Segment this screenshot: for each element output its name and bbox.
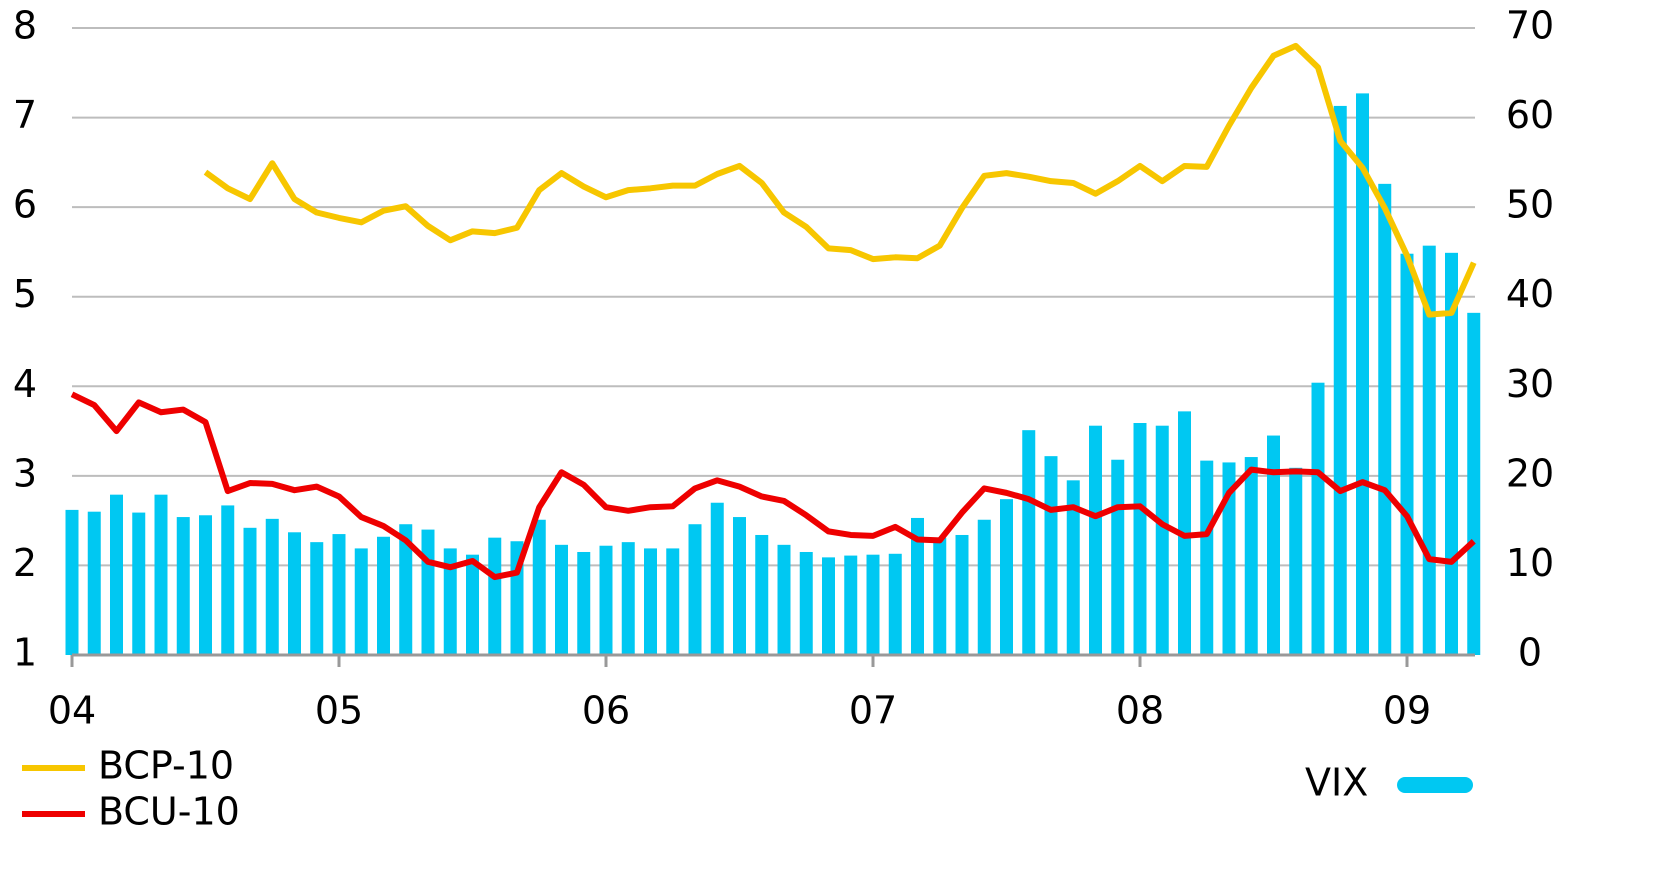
y2-tick-label: 50 (1506, 183, 1554, 227)
bar (1000, 499, 1013, 655)
bar (977, 519, 991, 655)
y2-tick-label: 0 (1518, 631, 1542, 675)
y-tick-label: 4 (13, 362, 37, 406)
bar (733, 517, 746, 655)
bar (154, 494, 168, 655)
bar (644, 548, 657, 655)
y2-tick-label: 10 (1506, 541, 1554, 585)
y-tick-label: 2 (13, 541, 37, 585)
legend-label: BCP-10 (98, 744, 234, 788)
legend-label: BCU-10 (98, 790, 240, 834)
bar (1133, 423, 1147, 655)
bar (176, 517, 190, 655)
bar (1311, 382, 1325, 655)
bar (1222, 462, 1236, 655)
bar (377, 536, 390, 655)
bar (1044, 456, 1058, 655)
bar (955, 534, 969, 655)
bar (799, 551, 813, 655)
bar (1378, 183, 1392, 655)
bar (555, 544, 568, 655)
y-tick-label: 3 (13, 451, 37, 495)
x-tick-label: 04 (48, 689, 96, 733)
bar (1445, 252, 1458, 655)
bar (666, 548, 680, 655)
bar (1267, 435, 1280, 655)
y-tick-label: 7 (13, 93, 37, 137)
bar (822, 557, 835, 655)
bar (710, 502, 724, 655)
bar (466, 554, 479, 655)
bar (1333, 105, 1347, 656)
bar (332, 534, 346, 655)
line (203, 42, 1477, 318)
bar (199, 515, 212, 655)
x-tick-label: 07 (849, 689, 897, 733)
y-tick-label: 5 (13, 272, 37, 316)
bar (221, 505, 235, 655)
bar (933, 537, 947, 655)
legend-label: VIX (1305, 761, 1368, 805)
y-tick-label: 6 (13, 183, 37, 227)
bar (87, 511, 101, 655)
bar (1400, 253, 1414, 655)
bar (577, 551, 591, 655)
bar (110, 494, 123, 655)
bar (688, 524, 702, 655)
bar (488, 537, 502, 655)
bar (1089, 425, 1102, 655)
bar (1022, 430, 1036, 655)
bar (265, 518, 279, 655)
x-tick-label: 05 (315, 689, 363, 733)
x-tick-label: 08 (1116, 689, 1164, 733)
bar (844, 555, 858, 655)
bar (1289, 467, 1303, 655)
bar (599, 545, 613, 655)
bar (621, 542, 635, 655)
bar (421, 529, 435, 655)
bar (532, 519, 546, 655)
bar (243, 527, 257, 655)
bar (443, 548, 457, 655)
y2-tick-label: 70 (1506, 4, 1554, 48)
y2-tick-label: 20 (1506, 451, 1554, 495)
y2-tick-label: 30 (1506, 362, 1554, 406)
y2-tick-label: 40 (1506, 272, 1554, 316)
bar (1356, 93, 1369, 655)
bar (399, 524, 413, 655)
bar (65, 509, 79, 655)
line (70, 391, 1476, 581)
bar (888, 553, 902, 655)
bar (1066, 480, 1080, 655)
bar (132, 512, 146, 655)
bar (755, 534, 769, 655)
x-tick-label: 09 (1383, 689, 1431, 733)
bar (1200, 460, 1214, 655)
bar (1111, 459, 1125, 655)
x-tick-label: 06 (582, 689, 630, 733)
bar (1467, 312, 1481, 655)
y-tick-label: 1 (13, 631, 37, 675)
bar (354, 548, 368, 655)
bar (288, 532, 301, 655)
bar (1155, 425, 1169, 655)
y2-tick-label: 60 (1506, 93, 1554, 137)
bar (777, 544, 791, 655)
bar (866, 554, 880, 655)
bar (1244, 457, 1258, 655)
bar (911, 517, 924, 655)
y-tick-label: 8 (13, 4, 37, 48)
bar (310, 542, 324, 655)
